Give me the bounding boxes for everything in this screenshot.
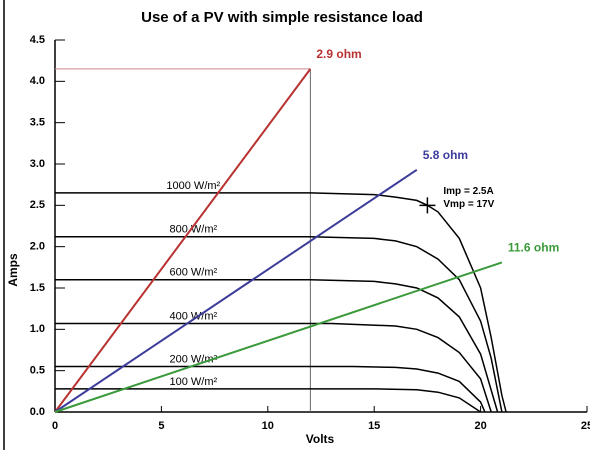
iv-curve <box>55 235 503 413</box>
y-tick-label: 3.0 <box>30 158 45 170</box>
mpp-marker <box>419 197 436 214</box>
chart-title: Use of a PV with simple resistance load <box>141 9 423 26</box>
y-axis-title: Amps <box>6 253 20 287</box>
curve-label: 400 W/m² <box>169 310 217 322</box>
curve-label: 600 W/m² <box>169 267 217 279</box>
iv-curve <box>55 388 482 413</box>
iv-curve <box>55 365 486 413</box>
y-tick-label: 3.5 <box>30 117 45 129</box>
x-tick-label: 15 <box>368 420 380 432</box>
load-label: 2.9 ohm <box>316 47 361 61</box>
load-label: 11.6 ohm <box>508 241 559 255</box>
x-tick-label: 20 <box>474 420 486 432</box>
iv-curve <box>55 192 507 413</box>
iv-curve <box>55 278 499 413</box>
y-tick-label: 0.5 <box>30 365 45 377</box>
annotation-text: Vmp = 17V <box>443 199 494 210</box>
iv-curve <box>55 322 492 413</box>
y-tick-label: 0.0 <box>30 406 45 418</box>
y-tick-label: 2.5 <box>30 199 45 211</box>
y-tick-label: 1.0 <box>30 323 45 335</box>
load-line <box>54 168 418 413</box>
curve-label: 100 W/m² <box>169 376 217 388</box>
x-axis-title: Volts <box>306 432 335 446</box>
curve-label: 800 W/m² <box>169 224 217 236</box>
load-line <box>54 261 503 413</box>
x-tick-label: 10 <box>262 420 274 432</box>
x-tick-label: 5 <box>158 420 164 432</box>
y-tick-label: 4.0 <box>30 75 45 87</box>
y-tick-label: 1.5 <box>30 282 45 294</box>
x-tick-label: 0 <box>52 420 58 432</box>
y-tick-label: 2.0 <box>30 241 45 253</box>
load-label: 5.8 ohm <box>423 148 468 162</box>
curve-label: 1000 W/m² <box>166 180 220 192</box>
annotation-text: Imp = 2.5A <box>443 186 493 197</box>
load-line <box>54 68 312 413</box>
y-tick-label: 4.5 <box>30 34 45 46</box>
x-tick-label: 25 <box>581 420 590 432</box>
